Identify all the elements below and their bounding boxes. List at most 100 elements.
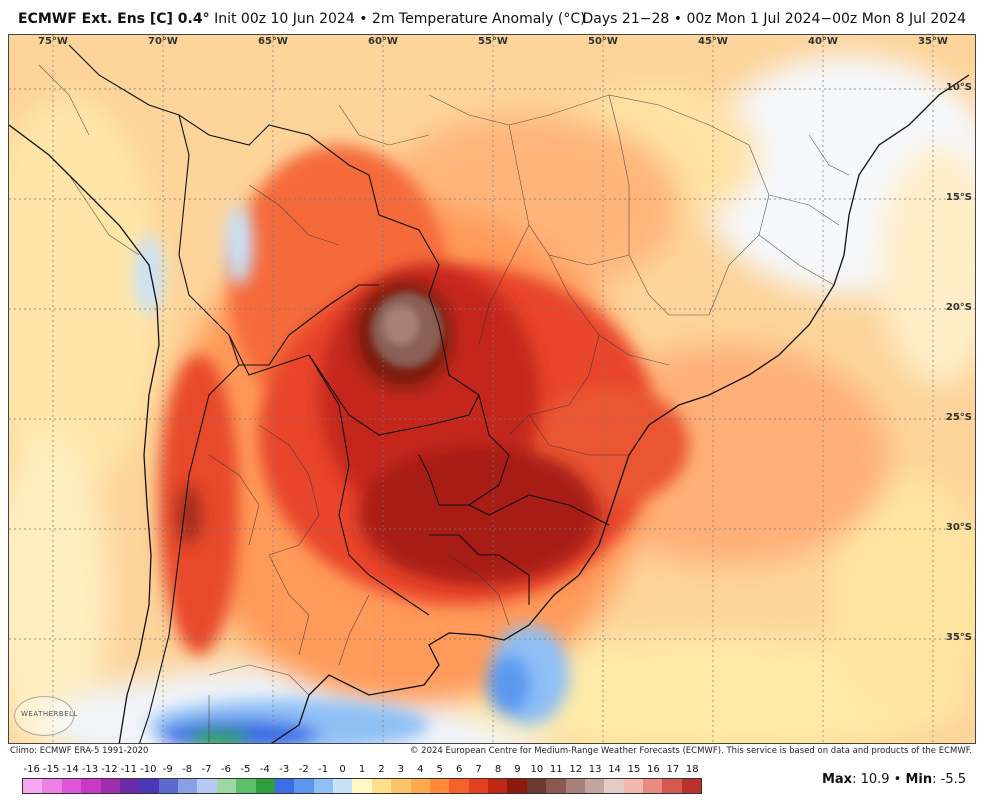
colorbar-tick-label: 17 bbox=[666, 764, 680, 775]
anomaly-max-core bbox=[371, 292, 443, 368]
colorbar-tick-label: 13 bbox=[588, 764, 602, 775]
title-bullet: • bbox=[359, 11, 368, 27]
colorbar-segment bbox=[100, 779, 120, 793]
latitude-label-35s: 35°S bbox=[945, 632, 972, 643]
colorbar-segment bbox=[119, 779, 140, 793]
latitude-label-30s: 30°S bbox=[945, 522, 972, 533]
colorbar-tick-label: 8 bbox=[494, 764, 502, 775]
colorbar-tick-label: 4 bbox=[417, 764, 424, 775]
colorbar-segment bbox=[449, 779, 469, 793]
colorbar-segment bbox=[216, 779, 237, 793]
colorbar-segment bbox=[584, 779, 605, 793]
colorbar-tick-label: -4 bbox=[259, 764, 270, 775]
max-min-readout: Max: 10.9 • Min: -5.5 bbox=[822, 772, 966, 787]
colorbar-tick-label: 0 bbox=[339, 764, 346, 775]
colorbar-tick-label: 9 bbox=[514, 764, 521, 775]
map-title: ECMWF Ext. Ens [C] 0.4° Init 00z 10 Jun … bbox=[18, 11, 586, 27]
colorbar-segment bbox=[488, 779, 508, 793]
colorbar-tick-label: -6 bbox=[221, 764, 231, 775]
longitude-label-45w: 45°W bbox=[698, 36, 728, 47]
colorbar-tick-label: -8 bbox=[182, 764, 193, 775]
longitude-label-55w: 55°W bbox=[478, 36, 508, 47]
colorbar-scale bbox=[22, 778, 702, 794]
colorbar-segment bbox=[429, 779, 450, 793]
colorbar-tick-label: -14 bbox=[62, 764, 79, 775]
colorbar-tick-label: -15 bbox=[42, 764, 60, 775]
colorbar-segment bbox=[178, 779, 198, 793]
colorbar-segment bbox=[662, 779, 682, 793]
colorbar-segment bbox=[23, 779, 43, 793]
colorbar-tick-label: 7 bbox=[475, 764, 482, 775]
colorbar-segment bbox=[623, 779, 643, 793]
colorbar-segment bbox=[333, 779, 353, 793]
colorbar-tick-label: 10 bbox=[530, 764, 544, 775]
valid-period: Days 21−28 • 00z Mon 1 Jul 2024−00z Mon … bbox=[582, 11, 966, 27]
colorbar-segment bbox=[546, 779, 566, 793]
colorbar-tick-label: -3 bbox=[279, 764, 290, 775]
colorbar-segment bbox=[158, 779, 178, 793]
min-value: : -5.5 bbox=[932, 772, 966, 787]
colorbar-segment bbox=[61, 779, 82, 793]
country-borders bbox=[68, 44, 610, 743]
longitude-label-65w: 65°W bbox=[258, 36, 288, 47]
colorbar-tick-label: 16 bbox=[647, 764, 660, 775]
colorbar-segment bbox=[410, 779, 430, 793]
colorbar-tick-label: 11 bbox=[549, 764, 563, 775]
climo-credit: Climo: ECMWF ERA-5 1991-2020 bbox=[10, 746, 149, 756]
graticule bbox=[9, 35, 975, 743]
field-name: 2m Temperature Anomaly (°C) bbox=[371, 11, 586, 27]
max-label: Max bbox=[821, 772, 853, 787]
min-label: Min bbox=[905, 772, 933, 787]
colorbar-segment bbox=[313, 779, 333, 793]
colorbar-segment bbox=[139, 779, 159, 793]
colorbar-tick-label: 5 bbox=[436, 764, 443, 775]
copyright-credit: © 2024 European Centre for Medium-Range … bbox=[409, 746, 972, 756]
colorbar-segment bbox=[391, 779, 411, 793]
colorbar-segment bbox=[526, 779, 547, 793]
longitude-label-50w: 50°W bbox=[588, 36, 618, 47]
colorbar-segment bbox=[468, 779, 488, 793]
coastline bbox=[9, 74, 970, 743]
colorbar-segment bbox=[507, 779, 527, 793]
longitude-label-75w: 75°W bbox=[38, 36, 68, 47]
colorbar-labels: -16 -15 -14 -13 -12 -11 -10 -9 -8 -7 -6 -5 -4 -3 -2 -1 0… bbox=[22, 764, 702, 778]
init-time: Init 00z 10 Jun 2024 bbox=[214, 11, 355, 27]
latitude-label-10s: 10°S bbox=[945, 82, 972, 93]
colorbar-tick-label: -7 bbox=[201, 764, 212, 775]
weatherbell-logo: WEATHERBELL bbox=[14, 696, 77, 736]
colorbar-tick-label: -5 bbox=[240, 764, 251, 775]
latitude-label-25s: 25°S bbox=[945, 412, 972, 423]
colorbar-segment bbox=[371, 779, 392, 793]
colorbar-tick-label: 15 bbox=[627, 764, 641, 775]
colorbar-tick-label: -1 bbox=[318, 764, 329, 775]
colorbar-segment bbox=[274, 779, 295, 793]
colorbar-tick-label: -12 bbox=[101, 764, 118, 775]
colorbar-segment bbox=[197, 779, 217, 793]
colorbar-tick-label: -10 bbox=[140, 764, 157, 775]
longitude-label-70w: 70°W bbox=[148, 36, 178, 47]
state-borders bbox=[38, 64, 850, 743]
colorbar-tick-label: 18 bbox=[685, 764, 699, 775]
longitude-label-40w: 40°W bbox=[808, 36, 838, 47]
colorbar-tick-label: -16 bbox=[23, 764, 40, 775]
colorbar-segment bbox=[236, 779, 256, 793]
colorbar-segment bbox=[352, 779, 372, 793]
colorbar-tick-label: -13 bbox=[81, 764, 99, 775]
colorbar-tick-label: 1 bbox=[358, 764, 366, 775]
colorbar-segment bbox=[42, 779, 62, 793]
colorbar-segment bbox=[565, 779, 585, 793]
colorbar-tick-label: 2 bbox=[378, 764, 385, 775]
map-header: ECMWF Ext. Ens [C] 0.4° Init 00z 10 Jun … bbox=[0, 0, 984, 36]
colorbar-segment bbox=[604, 779, 624, 793]
longitude-label-60w: 60°W bbox=[368, 36, 398, 47]
logo-text: WEATHERBELL bbox=[21, 710, 78, 718]
colorbar-tick-label: 3 bbox=[397, 764, 405, 775]
colorbar-tick-label: -2 bbox=[298, 764, 309, 775]
colorbar-segment bbox=[643, 779, 663, 793]
anomaly-map bbox=[8, 34, 976, 744]
model-name: ECMWF Ext. Ens [C] 0.4 bbox=[18, 11, 203, 27]
colorbar-segment bbox=[255, 779, 275, 793]
map-canvas bbox=[9, 35, 975, 743]
colorbar-tick-label: -9 bbox=[162, 764, 173, 775]
colorbar-tick-label: 14 bbox=[608, 764, 621, 775]
